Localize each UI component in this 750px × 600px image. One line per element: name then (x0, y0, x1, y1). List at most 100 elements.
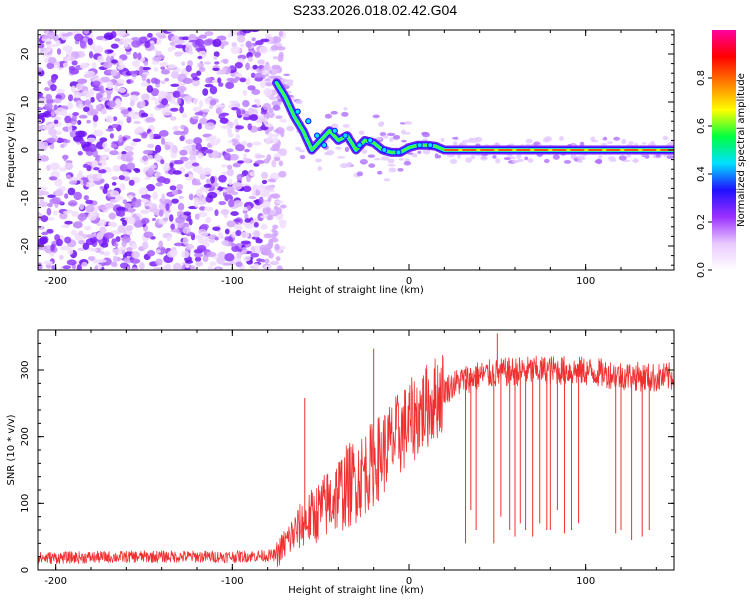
noise-blob (389, 137, 394, 143)
noise-blob (291, 96, 295, 101)
noise-blob (169, 185, 177, 191)
noise-blob (103, 32, 114, 40)
noise-blob (71, 121, 77, 125)
noise-blob (254, 76, 263, 82)
noise-blob (184, 173, 189, 178)
noise-blob (51, 265, 57, 270)
noise-blob (273, 205, 279, 211)
noise-blob (581, 157, 586, 160)
noise-blob (254, 205, 262, 210)
noise-blob (131, 37, 140, 41)
noise-blob (78, 230, 84, 237)
noise-blob (63, 154, 68, 162)
noise-blob (85, 199, 94, 205)
noise-blob (250, 252, 260, 258)
colorbar-tick-label: 0.6 (696, 118, 707, 134)
noise-blob (249, 171, 255, 177)
noise-blob (185, 65, 192, 73)
noise-blob (335, 146, 342, 150)
snr-x-tick-label: 0 (406, 576, 412, 587)
noise-blob (240, 140, 248, 146)
noise-blob (179, 149, 188, 156)
noise-blob (99, 226, 107, 234)
noise-blob (113, 85, 119, 92)
noise-blob (271, 64, 281, 70)
noise-blob (154, 135, 162, 140)
noise-blob (184, 160, 194, 169)
noise-blob (241, 30, 252, 34)
noise-blob (112, 248, 123, 255)
noise-blob (242, 185, 252, 193)
noise-blob (543, 158, 550, 164)
noise-blob (71, 211, 79, 217)
noise-blob (46, 207, 52, 216)
noise-blob (258, 196, 264, 205)
noise-blob (53, 116, 62, 121)
noise-blob (67, 200, 78, 207)
noise-blob (142, 149, 153, 155)
noise-blob (99, 137, 108, 143)
noise-blob (38, 112, 49, 118)
noise-blob (117, 78, 125, 84)
spectrogram-y-axis-label: Frequency (Hz) (6, 112, 17, 188)
noise-blob (194, 38, 205, 47)
noise-blob (457, 154, 461, 159)
noise-blob (268, 252, 274, 259)
noise-blob (202, 88, 209, 96)
noise-blob (224, 228, 230, 235)
noise-blob (339, 163, 348, 169)
noise-blob (158, 240, 164, 249)
noise-blob (185, 243, 195, 250)
noise-blob (380, 156, 390, 161)
snr-y-tick-label: 100 (20, 494, 31, 513)
noise-blob (122, 199, 128, 205)
noise-blob (387, 158, 395, 164)
noise-blob (99, 97, 110, 101)
noise-blob (106, 92, 112, 100)
noise-blob (183, 95, 193, 102)
noise-blob (244, 213, 249, 220)
noise-blob (117, 65, 124, 70)
noise-blob (146, 184, 156, 192)
noise-blob (224, 253, 235, 262)
noise-blob (41, 231, 49, 236)
noise-blob (158, 209, 164, 217)
noise-blob (190, 72, 198, 79)
noise-blob (259, 80, 266, 89)
noise-blob (72, 221, 83, 229)
noise-blob (193, 199, 199, 208)
noise-blob (141, 241, 149, 250)
noise-blob (172, 90, 181, 98)
noise-blob (98, 169, 107, 174)
noise-blob (244, 148, 250, 153)
noise-blob (212, 38, 222, 47)
noise-blob (210, 150, 220, 159)
noise-blob (160, 159, 165, 165)
noise-blob (232, 181, 243, 191)
noise-blob (278, 170, 287, 178)
noise-blob (193, 137, 203, 145)
noise-blob (141, 93, 150, 102)
noise-blob (192, 77, 200, 81)
noise-blob (278, 160, 284, 167)
noise-blob (271, 228, 277, 233)
snr-y-tick-label: 300 (20, 360, 31, 379)
noise-blob (192, 106, 202, 112)
noise-blob (342, 124, 350, 128)
noise-blob (194, 256, 202, 262)
noise-blob (386, 132, 396, 137)
noise-blob (272, 133, 280, 138)
noise-blob (38, 67, 43, 72)
noise-blob (407, 152, 414, 155)
noise-blob (132, 51, 138, 60)
colorbar-tick-label: 0.4 (696, 166, 707, 182)
noise-blob (162, 178, 171, 185)
noise-blob (404, 121, 413, 125)
noise-blob (143, 60, 149, 66)
noise-blob (79, 203, 85, 210)
noise-blob (218, 200, 227, 206)
noise-blob (198, 201, 204, 206)
noise-blob (109, 133, 114, 139)
noise-blob (244, 218, 252, 223)
noise-blob (63, 139, 71, 144)
